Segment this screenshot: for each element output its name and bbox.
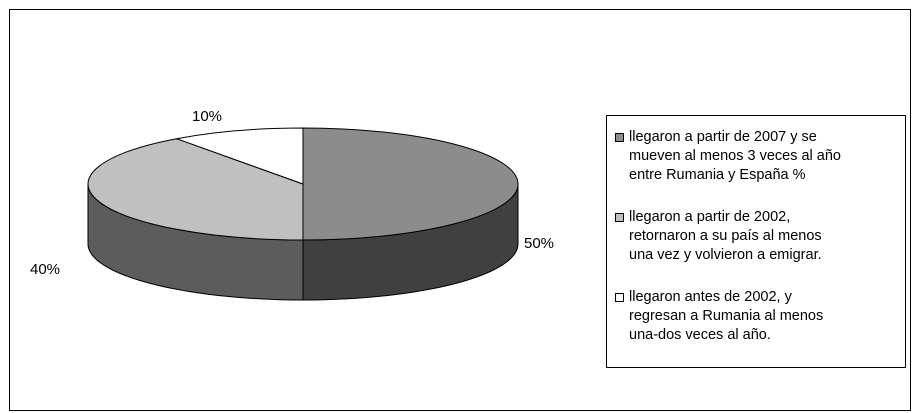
pie-slice-3: [174, 127, 304, 185]
legend-swatch-2: [615, 213, 624, 222]
pie-slice-2: [87, 138, 304, 241]
pie-slice-1: [302, 127, 519, 241]
data-label-3: 10%: [192, 108, 222, 125]
data-label-2: 40%: [30, 261, 60, 278]
legend-swatch-1: [615, 133, 624, 142]
legend: llegaron a partir de 2007 y se mueven al…: [606, 115, 906, 368]
legend-item-3: llegaron antes de 2002, y regresan a Rum…: [615, 288, 903, 345]
data-label-1: 50%: [524, 235, 554, 252]
legend-item-2: llegaron a partir de 2002, retornaron a …: [615, 208, 903, 265]
legend-label-3: llegaron antes de 2002, y regresan a Rum…: [629, 289, 824, 343]
legend-label-1: llegaron a partir de 2007 y se mueven al…: [629, 129, 841, 183]
legend-item-1: llegaron a partir de 2007 y se mueven al…: [615, 128, 903, 185]
legend-swatch-3: [615, 293, 624, 302]
legend-label-2: llegaron a partir de 2002, retornaron a …: [629, 209, 822, 263]
